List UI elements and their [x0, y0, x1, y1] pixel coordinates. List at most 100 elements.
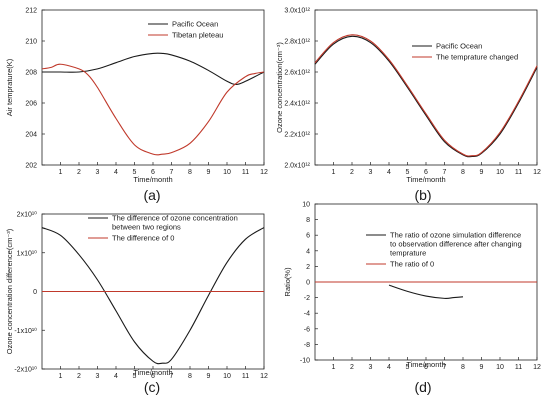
series-line-2 — [41, 63, 265, 156]
series-line-1 — [388, 284, 464, 299]
x-tick-label: 6 — [151, 169, 155, 176]
y-tick-label: -2x10¹⁰ — [14, 366, 37, 374]
x-tick-label: 6 — [151, 373, 155, 380]
legend-label-line: to observation difference after changing — [390, 240, 522, 249]
x-tick-label: 2 — [350, 169, 354, 176]
y-tick-label: 2 — [306, 264, 310, 271]
panel-label: (a) — [143, 187, 160, 203]
y-tick-label: 2.2x10¹² — [284, 132, 310, 139]
x-tick-label: 9 — [480, 169, 484, 176]
legend-label-2: The temprature changed — [436, 53, 518, 62]
x-tick-label: 5 — [133, 373, 137, 380]
y-tick-label: 0 — [306, 280, 310, 287]
y-tick-label: 210 — [25, 39, 37, 46]
x-axis-label: Time/month — [406, 175, 445, 184]
x-tick-label: 10 — [223, 169, 231, 176]
x-axis-label: Time/month — [406, 360, 445, 369]
x-tick-label: 3 — [96, 169, 100, 176]
y-tick-label: 4 — [306, 248, 310, 255]
x-tick-label: 2 — [77, 169, 81, 176]
x-tick-label: 10 — [223, 373, 231, 380]
y-tick-label: -10 — [300, 358, 310, 365]
x-tick-label: 7 — [443, 169, 447, 176]
series-line-1 — [41, 227, 265, 365]
x-tick-label: 6 — [424, 364, 428, 371]
x-tick-label: 11 — [242, 373, 249, 380]
x-tick-label: 2 — [350, 364, 354, 371]
y-tick-label: 2x10¹⁰ — [17, 211, 38, 219]
x-tick-label: 9 — [480, 364, 484, 371]
series-line-1 — [42, 52, 265, 85]
y-tick-label: -6 — [304, 326, 310, 333]
x-tick-label: 7 — [170, 169, 174, 176]
legend-label-line: The difference of ozone concentration — [112, 214, 238, 223]
plot-frame — [314, 9, 538, 166]
legend-label-line: Pacific Ocean — [436, 42, 482, 51]
panel-label: (d) — [414, 379, 431, 395]
y-tick-label: 208 — [25, 70, 37, 77]
y-tick-label: 3.0x10¹² — [284, 8, 310, 15]
x-tick-label: 10 — [496, 169, 504, 176]
panel-label: (b) — [414, 187, 431, 203]
x-tick-label: 5 — [406, 169, 410, 176]
legend-label-line: between two regions — [112, 223, 181, 232]
panel-a: 1 2 3 4 5 6 7 8 9 10 11 12202204206208210212Time/mo… — [5, 8, 268, 204]
x-tick-label: 12 — [260, 373, 268, 380]
y-axis-label: Ozone concentration(cm⁻³) — [275, 42, 284, 133]
x-axis-label: Time/month — [133, 175, 172, 184]
x-tick-label: 8 — [461, 169, 465, 176]
y-tick-label: 6 — [306, 233, 310, 240]
panel-d: 1 2 3 4 5 6 7 8 9 10 11 12-10-8-6-4-20246810Time/mo… — [283, 202, 541, 396]
legend-label-line: The temprature changed — [436, 53, 518, 62]
x-tick-label: 4 — [387, 364, 391, 371]
x-tick-label: 1 — [59, 373, 63, 380]
legend-label-1: The ratio of ozone simulation difference… — [390, 231, 522, 258]
x-tick-label: 4 — [114, 373, 118, 380]
x-tick-label: 11 — [515, 169, 522, 176]
y-tick-label: 0 — [33, 289, 37, 296]
x-tick-label: 1 — [332, 169, 336, 176]
x-tick-label: 8 — [188, 169, 192, 176]
y-tick-label: 1x10¹⁰ — [17, 249, 38, 257]
x-tick-label: 9 — [207, 169, 211, 176]
y-tick-label: 2.0x10¹² — [284, 163, 310, 170]
y-tick-label: -4 — [304, 311, 310, 318]
x-tick-label: 5 — [406, 364, 410, 371]
x-tick-label: 7 — [170, 373, 174, 380]
x-tick-label: 6 — [424, 169, 428, 176]
y-tick-label: -1x10¹⁰ — [14, 327, 37, 335]
legend-label-line: The difference of 0 — [112, 234, 174, 243]
y-axis-label: Air temprature(K) — [5, 58, 14, 116]
legend-label-line: Pacific Ocean — [172, 20, 218, 29]
x-tick-label: 11 — [515, 364, 522, 371]
x-tick-label: 12 — [533, 169, 541, 176]
x-tick-label: 7 — [443, 364, 447, 371]
legend-label-1: The difference of ozone concentration bet… — [112, 214, 238, 232]
panel-label: (c) — [144, 379, 160, 395]
x-tick-label: 10 — [496, 364, 504, 371]
y-tick-label: -8 — [304, 342, 310, 349]
x-tick-label: 8 — [188, 373, 192, 380]
x-tick-label: 9 — [207, 373, 211, 380]
y-tick-label: -2 — [304, 295, 310, 302]
x-tick-label: 5 — [133, 169, 137, 176]
y-tick-label: 206 — [25, 101, 37, 108]
y-axis-label: Ozone concentration difference(cm⁻³) — [5, 228, 14, 354]
x-tick-label: 3 — [369, 364, 373, 371]
x-tick-label: 3 — [96, 373, 100, 380]
x-tick-label: 12 — [533, 364, 541, 371]
x-tick-label: 2 — [77, 373, 81, 380]
y-tick-label: 2.8x10¹² — [284, 39, 310, 46]
legend-label-1: Pacific Ocean — [172, 20, 218, 29]
y-tick-label: 8 — [306, 217, 310, 224]
legend-label-line: The ratio of 0 — [390, 260, 434, 269]
y-tick-label: 2.4x10¹² — [284, 101, 310, 108]
legend-label-2: Tibetan pleteau — [172, 31, 223, 40]
legend-label-1: Pacific Ocean — [436, 42, 482, 51]
x-tick-label: 1 — [332, 364, 336, 371]
x-tick-label: 1 — [59, 169, 63, 176]
x-tick-label: 8 — [461, 364, 465, 371]
legend-label-line: Tibetan pleteau — [172, 31, 223, 40]
x-tick-label: 4 — [387, 169, 391, 176]
